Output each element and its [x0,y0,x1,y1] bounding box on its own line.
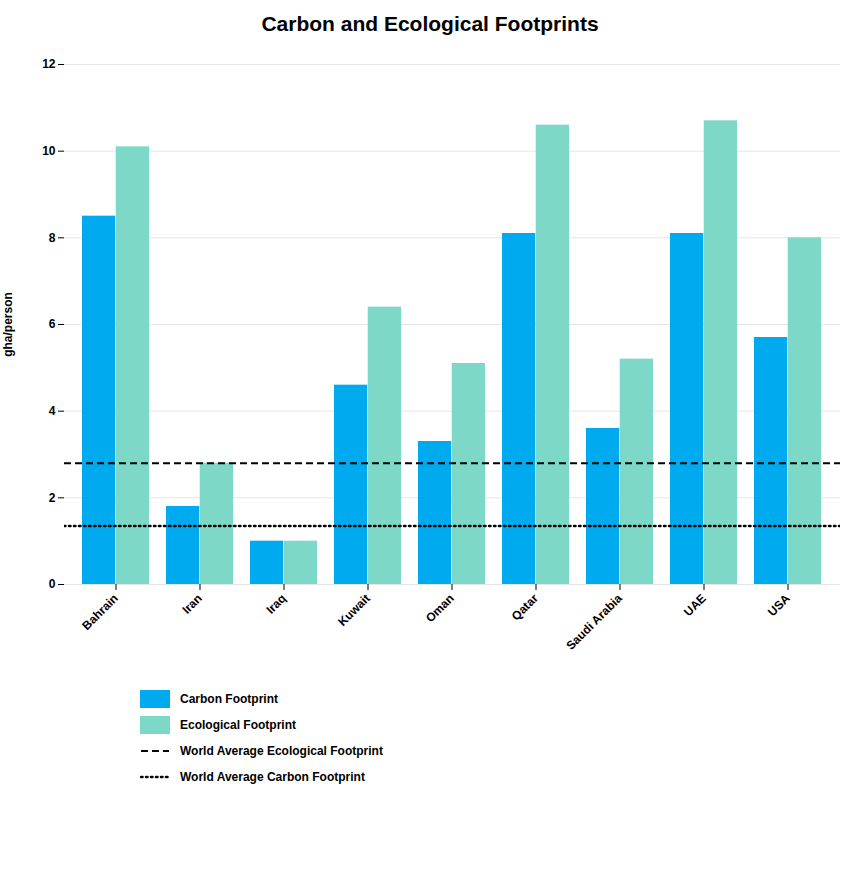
svg-text:0: 0 [49,577,56,591]
html-text:Carbon and Ecological Footprin: Carbon and Ecological Footprints [261,12,599,35]
svg-text:Kuwait: Kuwait [335,591,373,629]
svg-text:Oman: Oman [423,591,457,625]
svg-text:10: 10 [42,144,56,158]
svg-text:Bahrain: Bahrain [79,591,120,632]
svg-text:gha/person: gha/person [1,292,15,357]
svg-text:USA: USA [765,591,793,619]
svg-text:Saudi Arabia: Saudi Arabia [563,591,625,653]
svg-text:4: 4 [49,404,56,418]
svg-text:8: 8 [49,231,56,245]
html-text:Ecological Footprint: Ecological Footprint [180,718,296,732]
svg-text:UAE: UAE [681,591,709,619]
svg-text:Qatar: Qatar [509,591,541,623]
html-text:World Average Ecological Footp: World Average Ecological Footprint [180,744,383,758]
svg-text:2: 2 [49,491,56,505]
html-text:Carbon Footprint: Carbon Footprint [180,692,278,706]
svg-text:6: 6 [49,317,56,331]
html-text:World Average Carbon Footprint: World Average Carbon Footprint [180,770,365,784]
svg-text:Iran: Iran [179,591,204,616]
svg-text:12: 12 [42,57,56,71]
svg-text:Iraq: Iraq [263,591,288,616]
